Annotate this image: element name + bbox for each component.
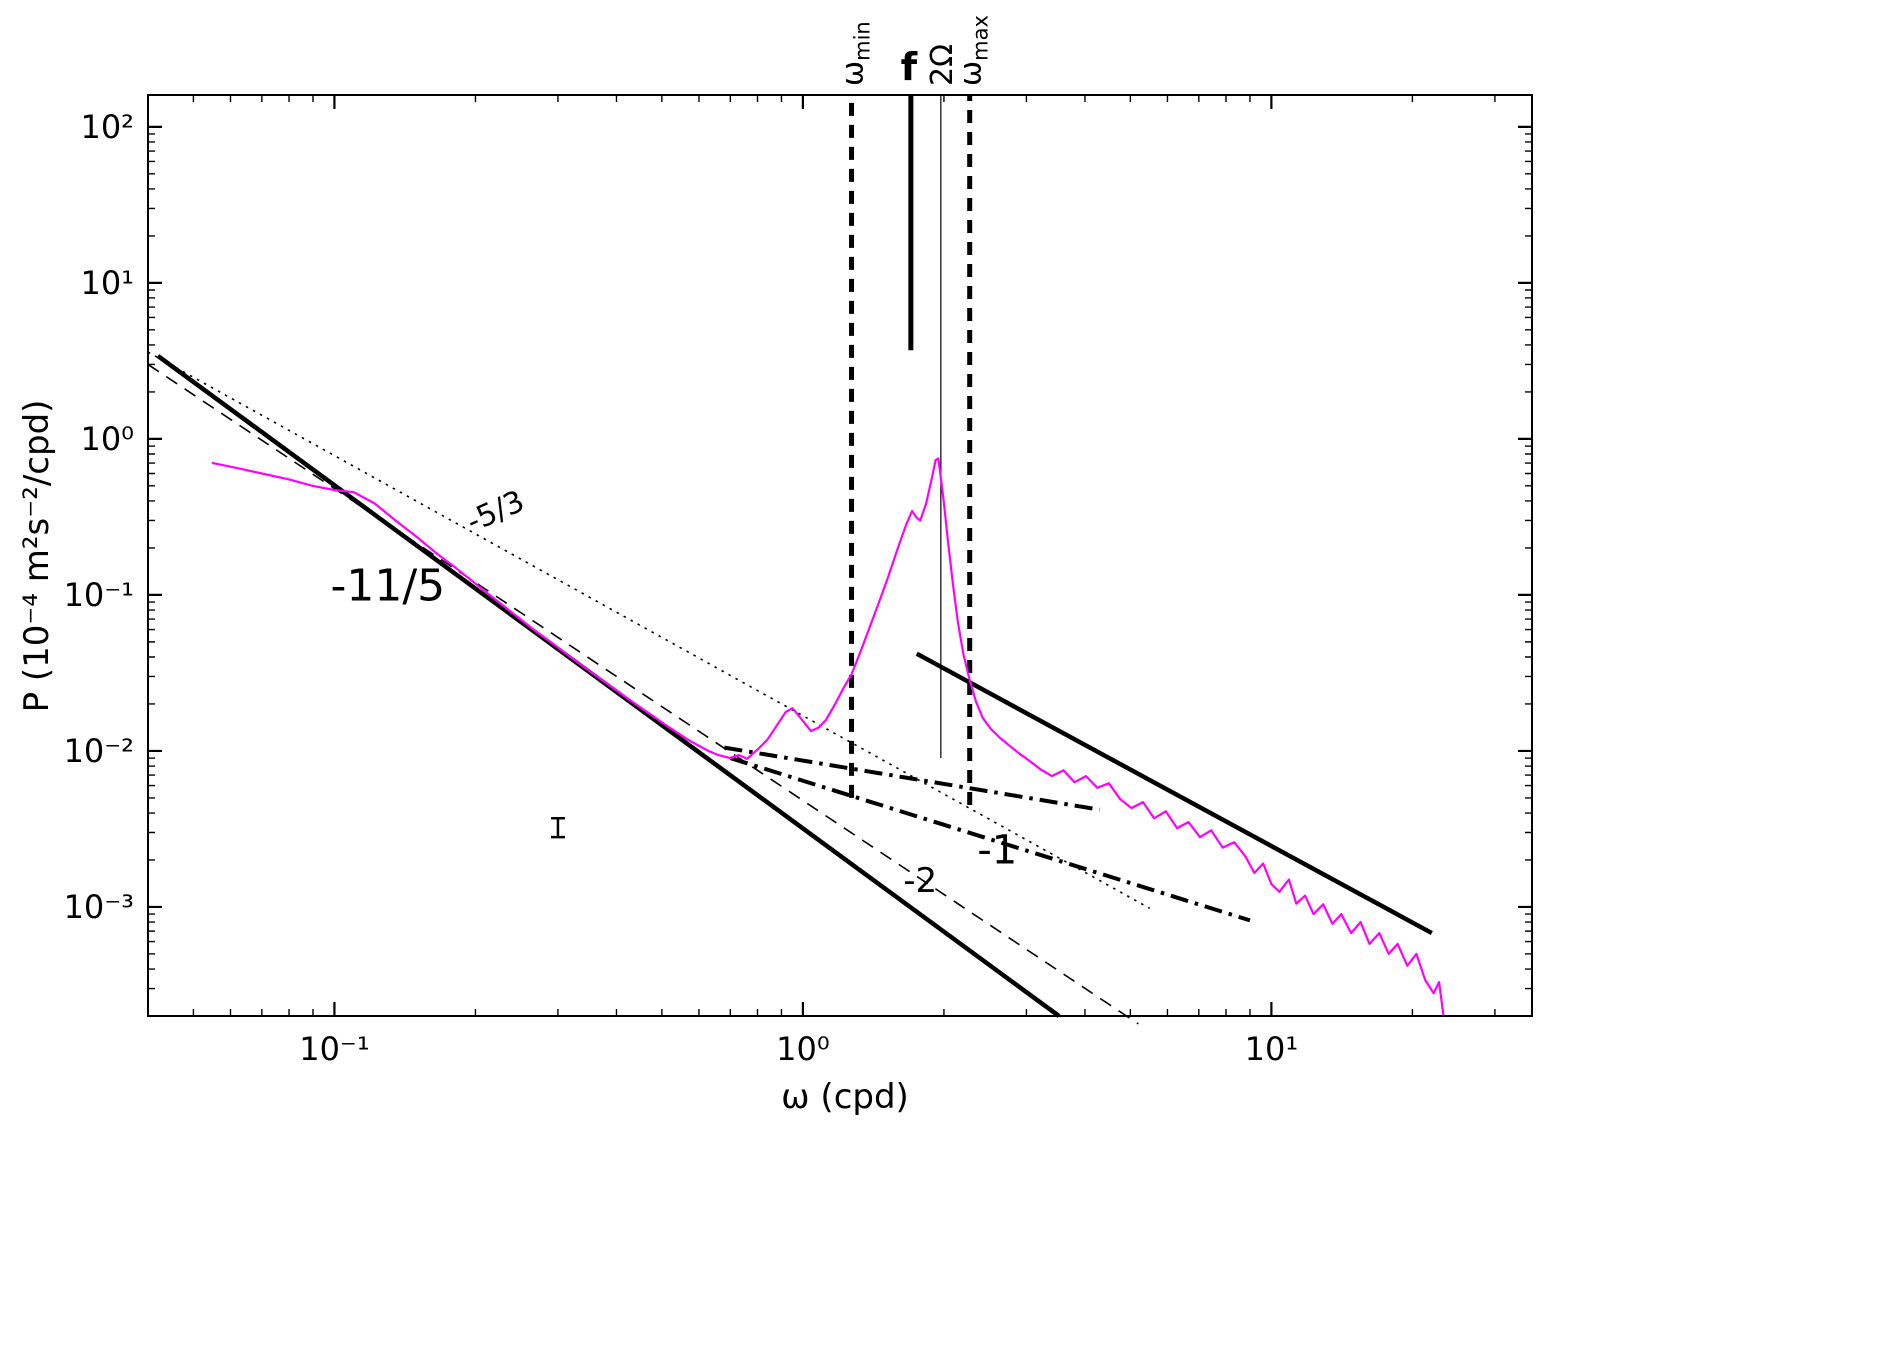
f-line-label: f [901,45,918,89]
y-tick-label-0.01: 10⁻² [64,732,134,770]
power-spectrum-curve [211,457,1445,1018]
y-tick-label-100: 10² [80,108,134,146]
x-tick-label-1: 10⁰ [776,1030,830,1068]
x-axis-label: ω (cpd) [781,1077,909,1117]
minor-ticks [147,95,1532,1017]
omega-min-line-label: ωmin [836,21,875,86]
slope-5-3-line [147,351,1151,910]
slope-label-11-5: -11/5 [330,561,445,612]
slope-label-1: -1 [977,827,1017,873]
x-tick-label-10: 10¹ [1245,1030,1299,1068]
y-tick-label-10: 10¹ [80,264,134,302]
two-omega-line-label: 2Ω [925,44,960,86]
slope-label-5-3: -5/3 [461,484,529,540]
y-tick-label-0.001: 10⁻³ [64,888,134,926]
dashdot-upper-line [724,745,1100,812]
y-tick-label-1: 10⁰ [80,420,134,458]
major-ticks [148,95,1532,1016]
error-bar [550,817,565,839]
plot-frame [147,94,1533,1017]
slope-label-2: -2 [903,861,937,901]
slope-2-line [147,363,1139,1025]
omega-max-line-label: ωmax [954,15,993,86]
tail-fit-line [915,651,1433,936]
y-axis-label: P (10⁻⁴ m²s⁻²/cpd) [17,400,57,713]
y-tick-label-0.1: 10⁻¹ [64,576,134,614]
dashdot-lower-line [729,756,1251,923]
x-tick-label-0.1: 10⁻¹ [299,1030,369,1068]
